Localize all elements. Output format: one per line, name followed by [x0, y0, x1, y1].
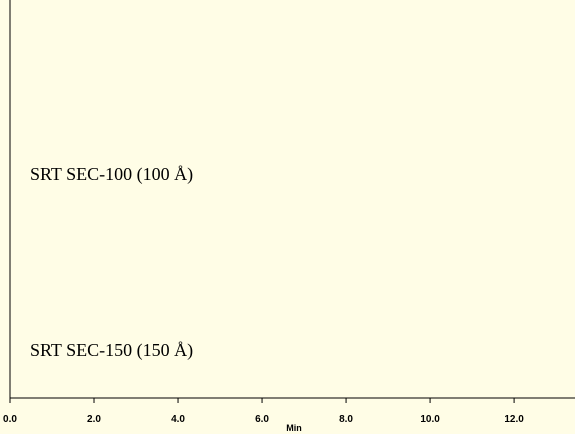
x-tick-label: 0.0	[3, 414, 17, 425]
x-tick-label: 8.0	[339, 414, 353, 425]
x-tick-label: 10.0	[420, 414, 440, 425]
x-axis-label: Min	[286, 423, 302, 433]
x-tick-label: 12.0	[504, 414, 524, 425]
x-tick-label: 2.0	[87, 414, 101, 425]
x-tick-label: 4.0	[171, 414, 185, 425]
trace-label: SRT SEC-150 (150 Å)	[30, 340, 193, 361]
trace-label: SRT SEC-100 (100 Å)	[30, 164, 193, 185]
x-tick-label: 6.0	[255, 414, 269, 425]
